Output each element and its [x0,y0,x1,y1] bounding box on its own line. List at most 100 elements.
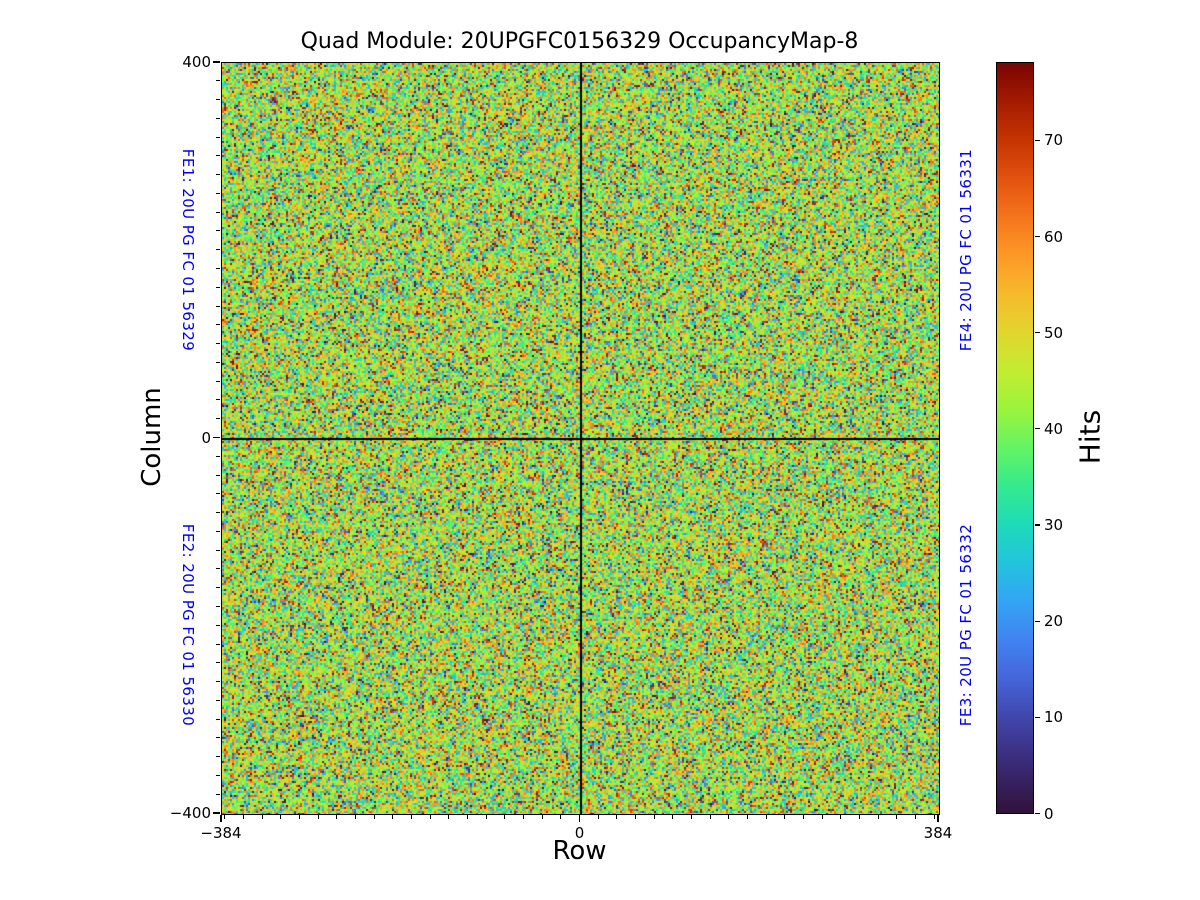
y-major-tick [213,61,220,63]
y-minor-tick [216,662,220,664]
colorbar-tick-label: 20 [1044,612,1064,631]
y-minor-tick [216,117,220,119]
colorbar-gradient [997,63,1033,813]
colorbar-tick [1035,235,1040,238]
y-minor-tick [216,455,220,457]
colorbar [996,62,1034,814]
x-minor-tick [280,815,282,819]
x-minor-tick [354,815,356,819]
y-minor-tick [216,268,220,270]
y-minor-tick [216,793,220,795]
fe4-quadrant-label: FE4: 20U PG FC 01 56331 [957,148,975,352]
y-minor-tick [216,699,220,701]
x-minor-tick [597,815,599,819]
x-minor-tick [728,815,730,819]
y-minor-tick [216,587,220,589]
x-minor-tick [691,815,693,819]
colorbar-tick [1035,620,1040,622]
x-minor-tick [821,815,823,819]
y-minor-tick [216,737,220,739]
colorbar-tick [1035,812,1040,815]
plot-area [221,62,940,815]
colorbar-tick [1035,524,1040,526]
y-minor-tick [216,624,220,626]
y-minor-tick [216,343,220,345]
y-minor-tick [216,305,220,307]
y-minor-tick [216,192,220,194]
x-major-tick [220,815,222,822]
colorbar-tick-label: 40 [1044,419,1064,438]
y-minor-tick [216,399,220,401]
x-minor-tick [933,815,935,819]
y-minor-tick [216,249,220,251]
y-minor-tick [216,80,220,82]
y-minor-tick [216,155,220,157]
y-tick-label: −400 [169,804,211,822]
y-minor-tick [216,286,220,288]
colorbar-tick-label: 70 [1044,131,1064,150]
x-minor-tick [896,815,898,819]
y-minor-tick [216,380,220,382]
y-axis-label: Column [137,387,167,487]
y-minor-tick [216,512,220,514]
x-minor-tick [784,815,786,819]
y-minor-tick [216,324,220,326]
y-minor-tick [216,230,220,232]
x-minor-tick [224,815,226,819]
y-minor-tick [216,643,220,645]
y-minor-tick [216,493,220,495]
x-minor-tick [522,815,524,819]
x-minor-tick [392,815,394,819]
x-tick-label: 0 [574,824,585,842]
colorbar-tick-label: 10 [1044,708,1064,727]
colorbar-tick-label: 30 [1044,516,1064,535]
y-minor-tick [216,549,220,551]
y-minor-tick [216,174,220,176]
y-minor-tick [216,136,220,138]
y-major-tick [213,436,220,439]
x-minor-tick [840,815,842,819]
colorbar-tick [1035,428,1040,430]
y-minor-tick [216,605,220,607]
colorbar-tick-label: 0 [1044,804,1054,823]
plot-title: Quad Module: 20UPGFC0156329 OccupancyMap… [300,29,859,54]
x-minor-tick [466,815,468,819]
x-minor-tick [859,815,861,819]
x-minor-tick [504,815,506,819]
colorbar-tick [1035,139,1040,141]
y-minor-tick [216,568,220,570]
x-minor-tick [653,815,655,819]
y-minor-tick [216,774,220,776]
colorbar-tick-label: 50 [1044,323,1064,342]
y-tick-label: 400 [182,53,211,71]
colorbar-tick [1035,716,1040,718]
y-minor-tick [216,718,220,720]
y-minor-tick [216,681,220,683]
colorbar-tick [1035,332,1040,334]
y-minor-tick [216,474,220,476]
y-minor-tick [216,756,220,758]
x-minor-tick [336,815,338,819]
x-minor-tick [747,815,749,819]
x-minor-tick [765,815,767,819]
x-minor-tick [298,815,300,819]
fe2-quadrant-label: FE2: 20U PG FC 01 56330 [179,523,197,727]
colorbar-label: Hits [1073,409,1107,465]
occupancy-heatmap-canvas [222,63,939,814]
x-axis-label: Row [552,836,607,866]
fe3-quadrant-label: FE3: 20U PG FC 01 56332 [957,523,975,727]
x-minor-tick [635,815,637,819]
x-minor-tick [448,815,450,819]
x-minor-tick [373,815,375,819]
y-major-tick [213,812,220,814]
fe1-quadrant-label: FE1: 20U PG FC 01 56329 [179,148,197,352]
y-minor-tick [216,530,220,532]
colorbar-tick-label: 60 [1044,227,1064,246]
x-minor-tick [616,815,618,819]
x-minor-tick [429,815,431,819]
x-major-tick [578,815,581,822]
x-minor-tick [261,815,263,819]
y-minor-tick [216,99,220,101]
x-minor-tick [485,815,487,819]
